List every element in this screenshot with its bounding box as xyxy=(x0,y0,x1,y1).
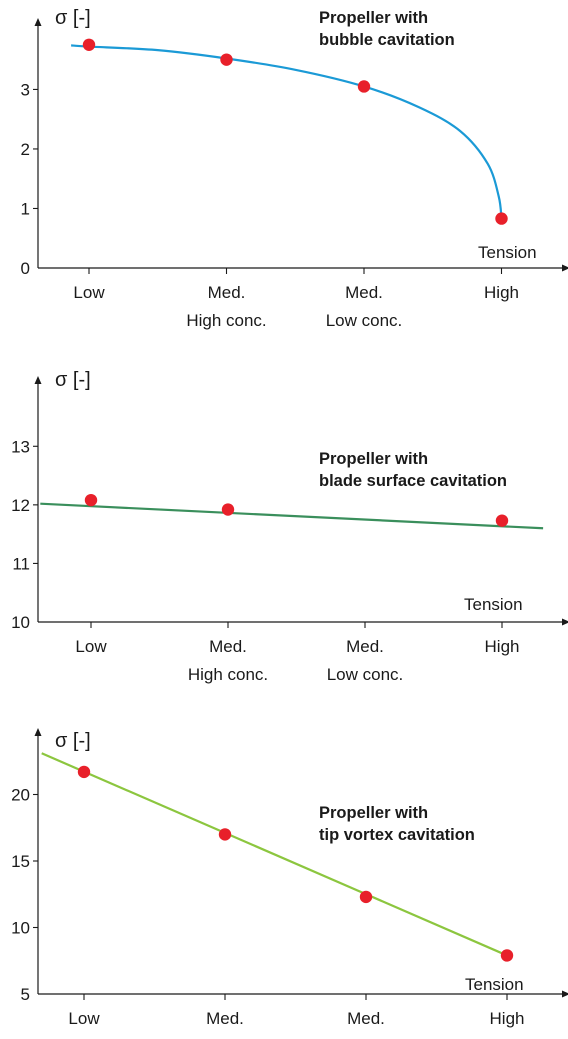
data-point xyxy=(82,38,96,51)
chart-title-line: bubble cavitation xyxy=(319,31,455,49)
y-tick-label: 10 xyxy=(11,919,30,938)
x-tick-label: Med. xyxy=(208,283,246,302)
y-tick-label: 11 xyxy=(12,554,30,573)
x-tick-label: Med. xyxy=(345,283,383,302)
y-axis-arrow xyxy=(34,18,42,26)
y-axis-label: σ [-] xyxy=(55,7,91,29)
x-tick-label: Med. xyxy=(347,1009,385,1028)
x-tick-label: Low xyxy=(73,283,105,302)
data-point xyxy=(357,80,371,93)
chart-tip-vortex-cavitation: 5 10 15 20 Low Med. Med. High High conc. Low conc… xyxy=(0,692,568,1039)
chart-bubble-cavitation: 0 1 2 3 Low Med. Med. High High conc. Low conc. σ … xyxy=(0,0,568,346)
y-tick-label: 2 xyxy=(21,140,30,159)
x-tick-label: High xyxy=(485,637,520,656)
x-axis-arrow xyxy=(562,264,568,272)
y-tick-label: 20 xyxy=(11,786,30,805)
y-tick-label: 10 xyxy=(11,613,30,632)
x-axis-arrow xyxy=(562,618,568,626)
x-tick-label: High xyxy=(490,1009,525,1028)
data-point xyxy=(77,765,91,779)
x-tick-sublabel: Low conc. xyxy=(327,665,404,684)
y-tick-label: 15 xyxy=(11,852,30,871)
chart-svg-tip: 5 10 15 20 Low Med. Med. High High conc. Low conc… xyxy=(11,728,568,1039)
x-tick-sublabel: Low conc. xyxy=(326,311,403,330)
data-point xyxy=(220,53,233,66)
data-point xyxy=(495,514,509,527)
y-tick-label: 13 xyxy=(11,437,30,456)
data-point xyxy=(500,949,514,962)
chart-blade-surface-cavitation: 10 11 12 13 Low Med. Med. High High conc. Low con… xyxy=(0,346,568,692)
chart-svg-bubble: 0 1 2 3 Low Med. Med. High High conc. Low conc. σ … xyxy=(21,7,568,330)
x-axis-label: Tension xyxy=(478,243,537,262)
x-tick-sublabel: High conc. xyxy=(188,665,268,684)
chart-title-line: tip vortex cavitation xyxy=(319,826,475,844)
chart-title-line: Propeller with xyxy=(319,450,428,468)
x-axis-label: Tension xyxy=(464,595,523,614)
series-line xyxy=(40,502,544,530)
y-axis-arrow xyxy=(34,728,42,736)
y-axis-label: σ [-] xyxy=(55,730,91,752)
x-axis-label: Tension xyxy=(465,975,524,994)
data-point xyxy=(495,212,508,225)
x-tick-sublabel: High conc. xyxy=(185,1037,265,1039)
x-tick-label: Med. xyxy=(209,637,247,656)
chart-title-line: Propeller with xyxy=(319,804,428,822)
y-tick-label: 12 xyxy=(11,496,30,515)
x-tick-sublabel: Low conc. xyxy=(328,1037,405,1039)
data-point xyxy=(84,493,98,507)
y-tick-label: 3 xyxy=(21,80,30,99)
series-line xyxy=(41,752,508,957)
y-axis-label: σ [-] xyxy=(55,369,91,391)
x-tick-label: High xyxy=(484,283,519,302)
x-tick-label: Med. xyxy=(206,1009,244,1028)
y-axis-arrow xyxy=(34,376,42,384)
data-point xyxy=(221,503,235,516)
y-tick-label: 5 xyxy=(21,985,30,1004)
data-point xyxy=(359,890,373,904)
chart-title-line: blade surface cavitation xyxy=(319,472,507,490)
x-tick-label: Med. xyxy=(346,637,384,656)
chart-title-line: Propeller with xyxy=(319,9,428,27)
x-axis-arrow xyxy=(562,990,568,998)
chart-svg-blade: 10 11 12 13 Low Med. Med. High High conc. Low con… xyxy=(11,369,568,684)
x-tick-label: Low xyxy=(68,1009,100,1028)
data-point xyxy=(218,828,232,841)
y-tick-label: 1 xyxy=(21,199,30,218)
x-tick-label: Low xyxy=(75,637,107,656)
x-tick-sublabel: High conc. xyxy=(186,311,266,330)
series-line xyxy=(71,44,503,219)
y-tick-label: 0 xyxy=(21,259,30,278)
